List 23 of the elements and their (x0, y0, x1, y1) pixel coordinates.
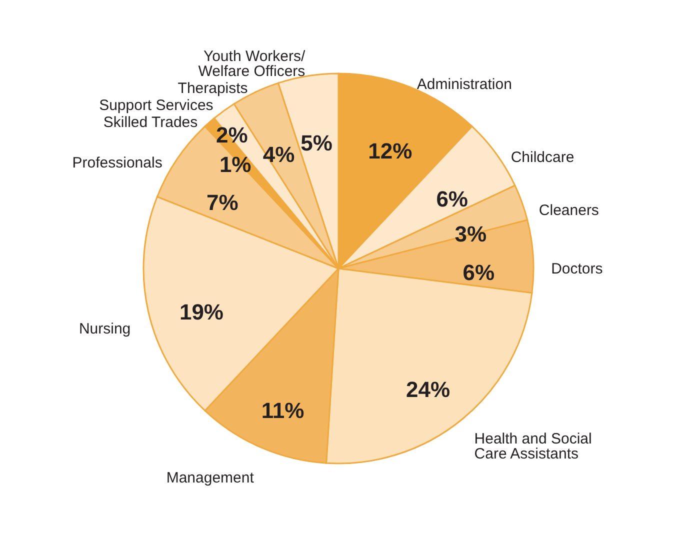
slice-label: Health and Social Care Assistants (474, 430, 592, 463)
data-label: 3% (454, 221, 486, 246)
slice-label: Youth Workers/ Welfare Officers (198, 48, 306, 80)
data-label: 6% (462, 260, 495, 286)
slice-label: Cleaners (538, 202, 599, 219)
slice-label: Nursing (78, 320, 131, 338)
data-label: 6% (436, 186, 468, 212)
data-label: 1% (219, 152, 252, 177)
slice-label: Management (166, 469, 255, 486)
data-label: 19% (179, 300, 224, 325)
slice-label: Support Services (99, 97, 214, 114)
data-label: 24% (406, 377, 450, 402)
slice-label: Professionals (72, 154, 162, 172)
data-label: 7% (206, 190, 238, 216)
slice-label: Administration (416, 76, 512, 93)
data-label: 4% (262, 142, 295, 167)
slice-label: Skilled Trades (103, 114, 198, 132)
slice-label: Doctors (551, 260, 603, 278)
data-label: 12% (368, 138, 412, 164)
slice-label: Therapists (178, 80, 248, 98)
data-label: 11% (261, 398, 304, 423)
slice-label: Childcare (510, 148, 574, 166)
data-label: 5% (300, 130, 332, 156)
